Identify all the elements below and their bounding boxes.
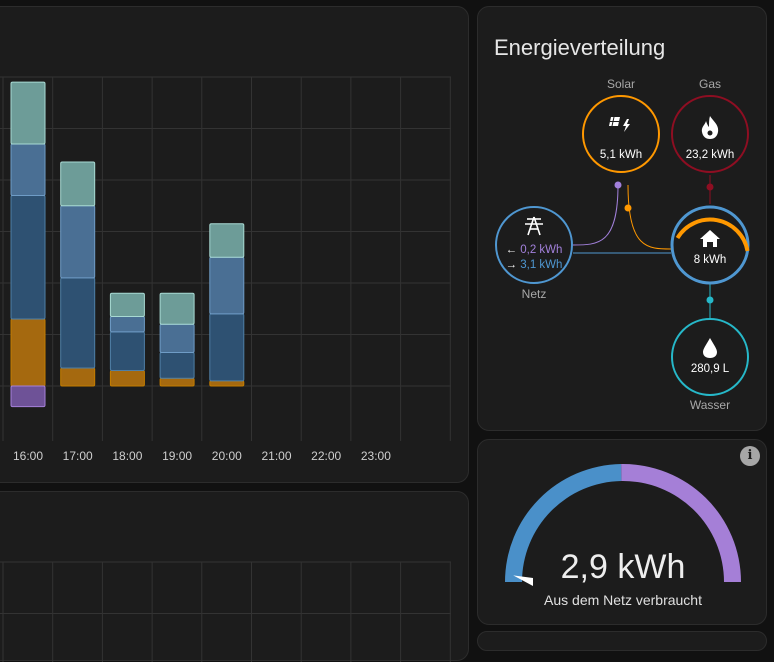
grid-from-value: 0,2 kWh xyxy=(520,244,562,256)
grid-node[interactable]: ← 0,2 kWh → 3,1 kWh Netz xyxy=(495,206,573,301)
flow-dot xyxy=(624,204,632,212)
bar-segment[interactable] xyxy=(159,292,195,325)
bar-segment[interactable] xyxy=(209,380,245,387)
bar-segment[interactable] xyxy=(209,256,245,315)
flow-dot xyxy=(706,296,714,304)
bar-segment[interactable] xyxy=(60,161,96,207)
bar-segment[interactable] xyxy=(60,205,96,279)
home-icon xyxy=(700,230,720,247)
flow-dot xyxy=(614,181,622,189)
card-title: Energieverteilung xyxy=(494,35,666,60)
bar-segment[interactable] xyxy=(109,331,145,372)
x-tick-label: 16:00 xyxy=(13,449,43,463)
bar-segment[interactable] xyxy=(159,352,195,379)
solar-label: Solar xyxy=(607,77,635,91)
info-icon[interactable]: i xyxy=(740,446,760,466)
solar-value: 5,1 kWh xyxy=(600,149,642,161)
x-tick-label: 21:00 xyxy=(261,449,291,463)
solar-circle xyxy=(582,95,660,173)
bar-segment[interactable] xyxy=(109,315,145,333)
gauge-value: 2,9 kWh xyxy=(560,548,686,586)
grid-label: Netz xyxy=(522,287,547,301)
bar-segment[interactable] xyxy=(60,367,96,387)
solar-to-grid-flow xyxy=(572,184,619,246)
bar-segment[interactable] xyxy=(60,277,96,369)
energy-usage-chart: 16:00 17:00 18:00 19:00 20:00 21:00 22:00 23:00 xyxy=(0,76,451,463)
bar-segment[interactable] xyxy=(109,292,145,317)
secondary-chart-card xyxy=(0,491,469,662)
x-tick-label: 17:00 xyxy=(63,449,93,463)
bar-segment[interactable] xyxy=(10,143,46,196)
water-value: 280,9 L xyxy=(691,363,730,375)
bar-segment[interactable] xyxy=(159,323,195,354)
energy-usage-chart-card: 16:00 17:00 18:00 19:00 20:00 21:00 22:00 23:00 xyxy=(0,6,469,483)
water-label: Wasser xyxy=(690,398,730,412)
solar-node[interactable]: Solar 5,1 kWh xyxy=(582,77,660,173)
grid-from-value-row: ← 0,2 kWh xyxy=(506,244,563,256)
secondary-chart-grid xyxy=(0,561,451,662)
flame-icon xyxy=(701,116,719,139)
bar-segment[interactable] xyxy=(209,223,245,258)
arrow-right-icon: → xyxy=(506,259,521,271)
grid-to-value-row: → 3,1 kWh xyxy=(506,259,563,271)
bar-segment[interactable] xyxy=(209,313,245,382)
gas-value: 23,2 kWh xyxy=(686,149,735,161)
bar-segment[interactable] xyxy=(159,377,195,387)
water-drop-icon xyxy=(703,338,717,358)
grid-to-value: 3,1 kWh xyxy=(520,259,562,271)
x-tick-label: 20:00 xyxy=(212,449,242,463)
x-tick-label: 19:00 xyxy=(162,449,192,463)
bar-segment[interactable] xyxy=(10,385,46,408)
gas-node[interactable]: Gas 23,2 kWh xyxy=(671,77,749,173)
flow-dot xyxy=(706,183,714,191)
bar-segment[interactable] xyxy=(10,81,46,145)
energy-distribution-card: Energieverteilung Solar 5,1 kWh Gas xyxy=(477,6,767,431)
energy-flow-diagram: Solar 5,1 kWh Gas 23,2 kWh xyxy=(495,77,750,412)
gauge-arc-remaining xyxy=(621,464,741,582)
bar-segment[interactable] xyxy=(109,370,145,387)
transmission-tower-icon xyxy=(525,216,543,236)
solar-to-home-flow xyxy=(627,184,672,250)
home-value: 8 kWh xyxy=(694,254,727,266)
gauge xyxy=(505,464,741,586)
x-tick-label: 18:00 xyxy=(112,449,142,463)
water-node[interactable]: 280,9 L Wasser xyxy=(671,318,749,412)
bar-segment[interactable] xyxy=(10,318,46,387)
home-node[interactable]: 8 kWh xyxy=(670,205,750,285)
next-card xyxy=(477,631,767,651)
bar-segment[interactable] xyxy=(10,194,46,320)
gauge-arc-used xyxy=(505,464,622,582)
gas-label: Gas xyxy=(699,77,721,91)
solar-panel-icon xyxy=(609,116,630,132)
home-circle-solar-share xyxy=(675,217,750,252)
gauge-label: Aus dem Netz verbraucht xyxy=(544,592,702,608)
x-tick-label: 22:00 xyxy=(311,449,341,463)
x-tick-label: 23:00 xyxy=(361,449,391,463)
grid-circle xyxy=(495,206,573,284)
arrow-left-icon: ← xyxy=(506,244,521,256)
grid-consumption-gauge-card: i 2,9 kWh Aus dem Netz verbraucht xyxy=(477,439,767,625)
flame-icon-core xyxy=(707,130,713,136)
